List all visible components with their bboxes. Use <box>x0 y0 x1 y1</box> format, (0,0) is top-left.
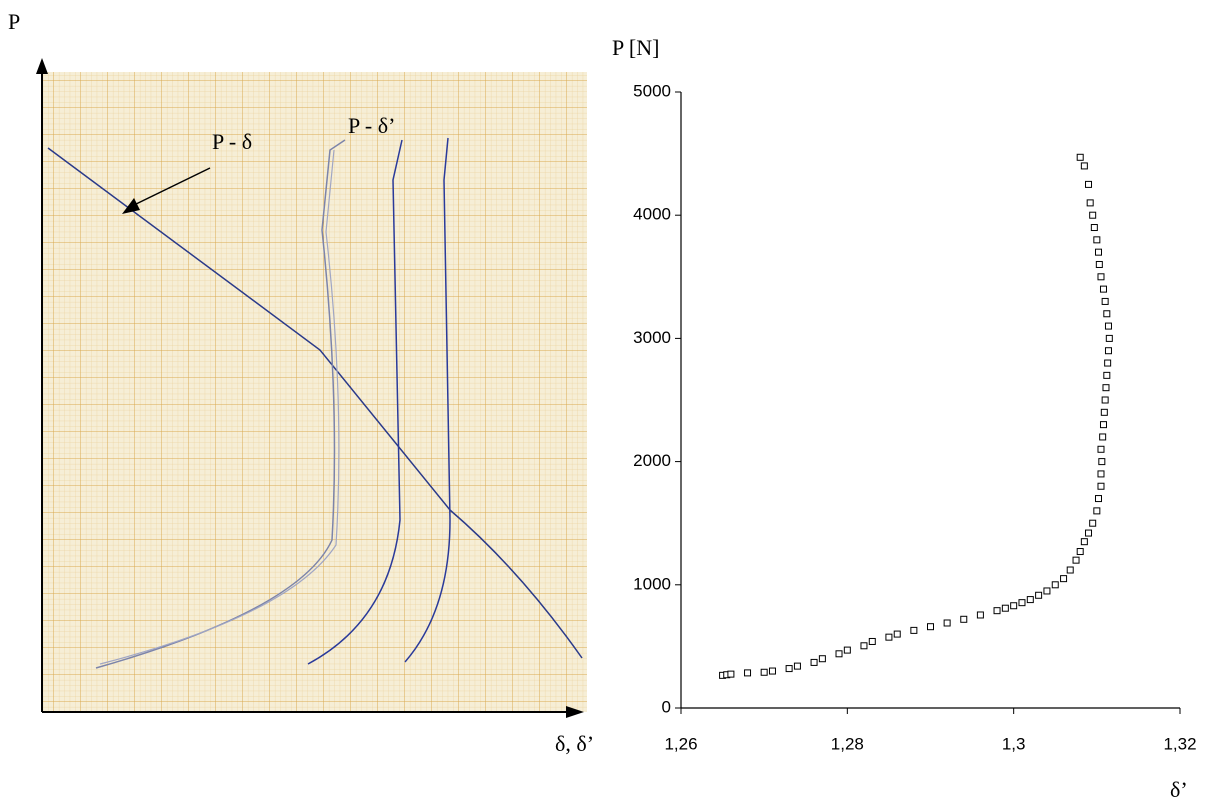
point <box>1094 495 1102 503</box>
point <box>760 668 768 676</box>
point <box>727 670 735 678</box>
curve <box>99 149 340 665</box>
point <box>1085 180 1093 188</box>
point <box>1103 310 1111 318</box>
chart: P [N] δ’ 0 1000 2000 3000 4000 5000 1,26 1,28 1,… <box>612 35 1197 802</box>
point <box>1076 548 1084 556</box>
curve-label: P - δ’ <box>348 113 395 138</box>
curve-label: P - δ <box>212 129 252 154</box>
point <box>893 630 901 638</box>
point <box>1043 587 1051 595</box>
graph-paper-photo: P P - δ P - δ’ δ, δ’ <box>8 9 594 756</box>
point <box>1086 199 1094 207</box>
point <box>785 665 793 673</box>
point <box>810 658 818 666</box>
point <box>843 646 851 654</box>
x-tick-label: 1,28 <box>831 734 864 753</box>
point <box>1066 566 1074 574</box>
point <box>1018 599 1026 607</box>
point <box>1095 260 1103 268</box>
point <box>868 637 876 645</box>
pointer <box>131 167 211 207</box>
photo-y-label: P <box>8 9 20 34</box>
point <box>1103 371 1111 379</box>
point <box>1051 581 1059 589</box>
point <box>1099 433 1107 441</box>
point <box>835 650 843 658</box>
point <box>1099 421 1107 429</box>
x-tick-label: 1,32 <box>1163 734 1196 753</box>
point <box>1089 211 1097 219</box>
point <box>1101 396 1109 404</box>
point <box>910 626 918 634</box>
point <box>1104 359 1112 367</box>
point <box>1089 519 1097 527</box>
point <box>1090 224 1098 232</box>
x-tick-label: 1,3 <box>1002 734 1026 753</box>
point <box>1060 575 1068 583</box>
point <box>1097 445 1105 453</box>
point <box>885 633 893 641</box>
point <box>1104 322 1112 330</box>
y-tick-label: 5000 <box>633 81 671 100</box>
point <box>1100 408 1108 416</box>
p-delta-line <box>47 147 583 659</box>
point <box>1093 507 1101 515</box>
point <box>943 619 951 627</box>
point <box>793 662 801 670</box>
y-tick-label: 3000 <box>633 328 671 347</box>
point <box>1035 591 1043 599</box>
point <box>927 623 934 631</box>
point <box>976 611 984 619</box>
point <box>1026 596 1034 604</box>
point <box>1094 248 1102 256</box>
point <box>1010 602 1018 610</box>
y-tick-label: 0 <box>662 697 671 716</box>
y-tick-label: 2000 <box>633 451 671 470</box>
point <box>1072 556 1080 564</box>
point <box>818 655 826 663</box>
y-tick-label: 4000 <box>633 205 671 224</box>
point <box>860 642 868 650</box>
curve <box>307 139 403 665</box>
point <box>1097 470 1105 478</box>
point <box>1097 273 1105 281</box>
x-tick-label: 1,26 <box>664 734 697 753</box>
arrow-head <box>566 706 584 718</box>
arrow-head <box>36 58 48 74</box>
point <box>960 615 968 623</box>
point <box>1080 538 1088 546</box>
point <box>1105 334 1113 342</box>
y-tick-label: 1000 <box>633 574 671 593</box>
point <box>1001 604 1009 612</box>
curve <box>404 137 451 663</box>
y-axis-title: P [N] <box>612 35 659 60</box>
arrow-head <box>122 198 140 214</box>
point <box>1104 347 1112 355</box>
point <box>1093 236 1101 244</box>
point <box>993 607 1001 615</box>
point <box>768 667 776 675</box>
point <box>1085 529 1093 537</box>
point <box>1098 458 1106 466</box>
point <box>1076 153 1084 161</box>
paper-grid <box>42 72 587 712</box>
point <box>1101 297 1109 305</box>
point <box>1102 384 1110 392</box>
point <box>1097 482 1105 490</box>
point <box>1080 162 1088 170</box>
photo-x-label: δ, δ’ <box>555 731 594 756</box>
x-axis-title: δ’ <box>1170 777 1188 802</box>
point <box>744 669 752 677</box>
point <box>1099 285 1107 293</box>
